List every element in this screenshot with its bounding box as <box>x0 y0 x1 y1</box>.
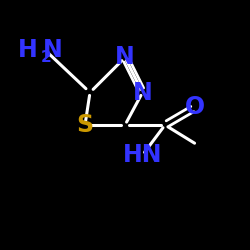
Text: N: N <box>132 80 152 104</box>
Text: N: N <box>42 38 62 62</box>
Text: S: S <box>76 113 94 137</box>
Text: O: O <box>185 96 205 120</box>
Text: N: N <box>115 46 135 70</box>
Text: HN: HN <box>123 143 162 167</box>
Text: H: H <box>18 38 38 62</box>
Text: 2: 2 <box>41 50 52 66</box>
